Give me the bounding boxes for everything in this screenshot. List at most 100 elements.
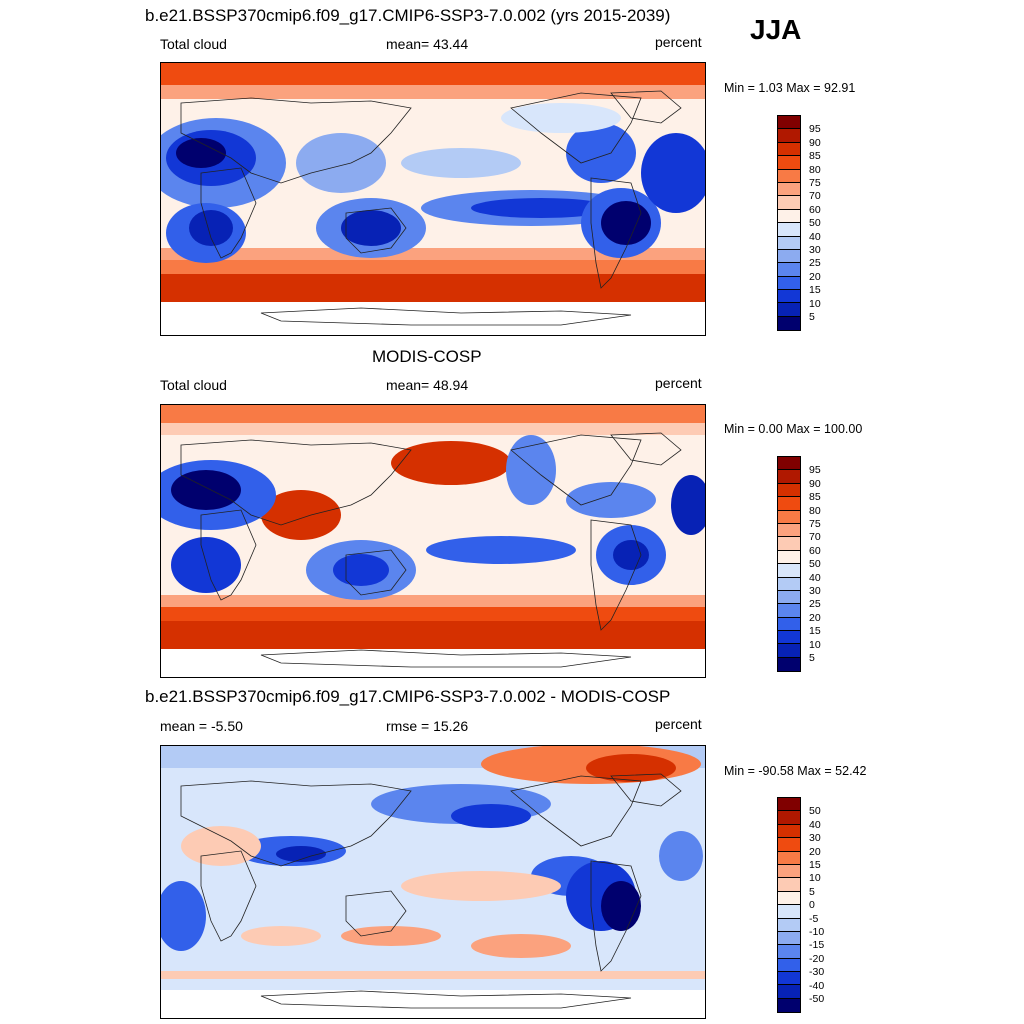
colorbar-swatch (778, 510, 800, 524)
colorbar-tick-label: 15 (809, 859, 821, 871)
panel-1-units-label: percent (655, 34, 702, 50)
colorbar-swatch (778, 169, 800, 183)
colorbar-swatch (778, 196, 800, 210)
panel-1-map (160, 62, 706, 336)
panel-1-variable-label: Total cloud (160, 36, 227, 52)
colorbar-tick-label: 90 (809, 477, 821, 490)
colorbar-swatch (778, 577, 800, 591)
colorbar-tick-label: 75 (809, 518, 821, 530)
colorbar-tick-label: 50 (809, 217, 821, 230)
colorbar-tick-label: 40 (809, 818, 821, 831)
panel-2-mean-label: mean= 48.94 (386, 377, 469, 393)
colorbar-swatch (778, 891, 800, 906)
colorbar-tick-label: 20 (809, 611, 821, 624)
colorbar-swatch (778, 657, 800, 672)
colorbar-tick-label: 95 (809, 123, 821, 136)
panel-3-map (160, 745, 706, 1019)
colorbar-swatch (778, 483, 800, 498)
colorbar-tick-label: 10 (809, 638, 821, 651)
colorbar-tick-label: -40 (809, 979, 825, 992)
colorbar-tick-label: -10 (809, 926, 825, 938)
colorbar-tick-label: 90 (809, 136, 821, 149)
colorbar-swatch (778, 604, 800, 618)
colorbar-swatch (778, 276, 800, 291)
colorbar-swatch (778, 590, 800, 605)
colorbar-tick-label: 5 (809, 885, 815, 898)
colorbar-swatch (778, 249, 800, 264)
colorbar-tick-label: 30 (809, 832, 821, 845)
colorbar-tick-label: 30 (809, 244, 821, 256)
colorbar-swatch (778, 223, 800, 237)
colorbar-swatch (778, 798, 800, 812)
colorbar-swatch (778, 142, 800, 157)
panel-2-map (160, 404, 706, 678)
colorbar-swatch (778, 864, 800, 879)
colorbar-tick-label: 70 (809, 531, 821, 544)
colorbar-tick-label: 20 (809, 270, 821, 283)
colorbar-swatch (778, 958, 800, 973)
colorbar-swatch (778, 564, 800, 578)
colorbar-swatch (778, 316, 800, 331)
panel-3-title: b.e21.BSSP370cmip6.f09_g17.CMIP6-SSP3-7.… (145, 687, 671, 706)
colorbar-swatch (778, 550, 800, 565)
panel-1-mean-label: mean= 43.44 (386, 36, 469, 52)
colorbar-swatch (778, 998, 800, 1013)
colorbar-swatch (778, 931, 800, 946)
panel-2-variable-label: Total cloud (160, 377, 227, 393)
colorbar-swatch (778, 182, 800, 197)
colorbar-swatch (778, 811, 800, 825)
colorbar-tick-label: 80 (809, 163, 821, 176)
colorbar-swatch (778, 824, 800, 839)
colorbar-tick-label: 60 (809, 203, 821, 216)
panel-3-colorbar (777, 797, 801, 1014)
colorbar-swatch (778, 523, 800, 538)
colorbar-tick-label: 80 (809, 504, 821, 517)
colorbar-tick-label: 30 (809, 585, 821, 597)
colorbar-swatch (778, 116, 800, 130)
panel-2-minmax-label: Min = 0.00 Max = 100.00 (724, 422, 863, 436)
panel-1-title: b.e21.BSSP370cmip6.f09_g17.CMIP6-SSP3-7.… (145, 6, 671, 25)
colorbar-swatch (778, 457, 800, 471)
colorbar-tick-label: 0 (809, 899, 815, 912)
colorbar-tick-label: 60 (809, 544, 821, 557)
colorbar-swatch (778, 236, 800, 250)
panel-3-minmax-label: Min = -90.58 Max = 52.42 (724, 764, 867, 778)
panel-3-rmse-label: rmse = 15.26 (386, 718, 469, 734)
panel-2-units-label: percent (655, 375, 702, 391)
colorbar-tick-label: 5 (809, 311, 815, 323)
colorbar-tick-label: 10 (809, 297, 821, 310)
colorbar-tick-label: 25 (809, 257, 821, 270)
colorbar-tick-label: 50 (809, 558, 821, 571)
colorbar-tick-label: 95 (809, 464, 821, 477)
colorbar-tick-label: 50 (809, 805, 821, 818)
colorbar-swatch (778, 644, 800, 658)
panel-1-minmax-label: Min = 1.03 Max = 92.91 (724, 81, 856, 95)
colorbar-tick-label: -20 (809, 952, 825, 965)
colorbar-swatch (778, 156, 800, 170)
panel-2-map-field (161, 405, 705, 677)
panel-3-map-field (161, 746, 705, 1018)
colorbar-tick-label: 40 (809, 230, 821, 243)
colorbar-swatch (778, 470, 800, 484)
colorbar-tick-label: 20 (809, 845, 821, 858)
panel-2-title: MODIS-COSP (372, 347, 482, 366)
colorbar-tick-label: 75 (809, 177, 821, 189)
colorbar-tick-label: 40 (809, 571, 821, 584)
colorbar-swatch (778, 209, 800, 224)
colorbar-tick-label: 25 (809, 598, 821, 611)
colorbar-swatch (778, 851, 800, 865)
colorbar-tick-label: 15 (809, 284, 821, 297)
colorbar-swatch (778, 497, 800, 511)
colorbar-swatch (778, 985, 800, 999)
colorbar-swatch (778, 617, 800, 632)
colorbar-tick-label: 85 (809, 150, 821, 163)
colorbar-swatch (778, 972, 800, 986)
colorbar-tick-label: 15 (809, 625, 821, 638)
colorbar-tick-label: -5 (809, 912, 819, 925)
colorbar-swatch (778, 918, 800, 932)
colorbar-swatch (778, 945, 800, 959)
colorbar-swatch (778, 303, 800, 317)
panel-2-colorbar (777, 456, 801, 673)
colorbar-swatch (778, 537, 800, 551)
panel-1-colorbar (777, 115, 801, 332)
